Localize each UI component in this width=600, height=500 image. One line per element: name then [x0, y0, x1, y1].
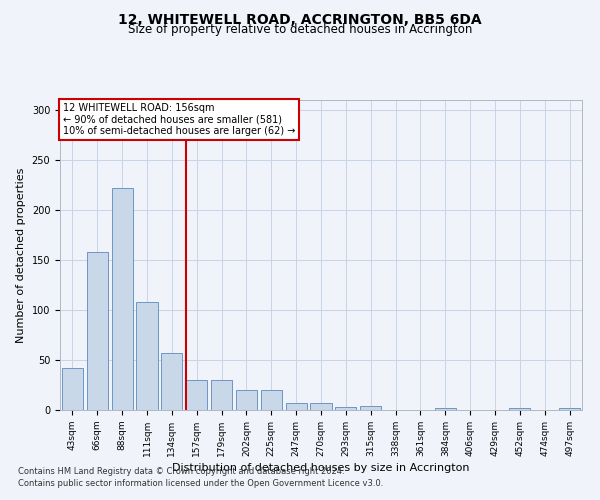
Bar: [136, 302, 158, 410]
Bar: [161, 353, 182, 410]
Bar: [186, 380, 207, 410]
Bar: [211, 380, 232, 410]
Bar: [62, 368, 83, 410]
Bar: [335, 407, 356, 410]
Bar: [360, 406, 381, 410]
Bar: [509, 408, 530, 410]
Bar: [559, 408, 580, 410]
Text: Contains public sector information licensed under the Open Government Licence v3: Contains public sector information licen…: [18, 478, 383, 488]
Bar: [112, 188, 133, 410]
Y-axis label: Number of detached properties: Number of detached properties: [16, 168, 26, 342]
X-axis label: Distribution of detached houses by size in Accrington: Distribution of detached houses by size …: [172, 463, 470, 473]
Text: Size of property relative to detached houses in Accrington: Size of property relative to detached ho…: [128, 22, 472, 36]
Text: 12 WHITEWELL ROAD: 156sqm
← 90% of detached houses are smaller (581)
10% of semi: 12 WHITEWELL ROAD: 156sqm ← 90% of detac…: [62, 103, 295, 136]
Bar: [310, 403, 332, 410]
Bar: [261, 390, 282, 410]
Bar: [435, 408, 456, 410]
Bar: [87, 252, 108, 410]
Text: 12, WHITEWELL ROAD, ACCRINGTON, BB5 6DA: 12, WHITEWELL ROAD, ACCRINGTON, BB5 6DA: [118, 12, 482, 26]
Text: Contains HM Land Registry data © Crown copyright and database right 2024.: Contains HM Land Registry data © Crown c…: [18, 467, 344, 476]
Bar: [286, 403, 307, 410]
Bar: [236, 390, 257, 410]
